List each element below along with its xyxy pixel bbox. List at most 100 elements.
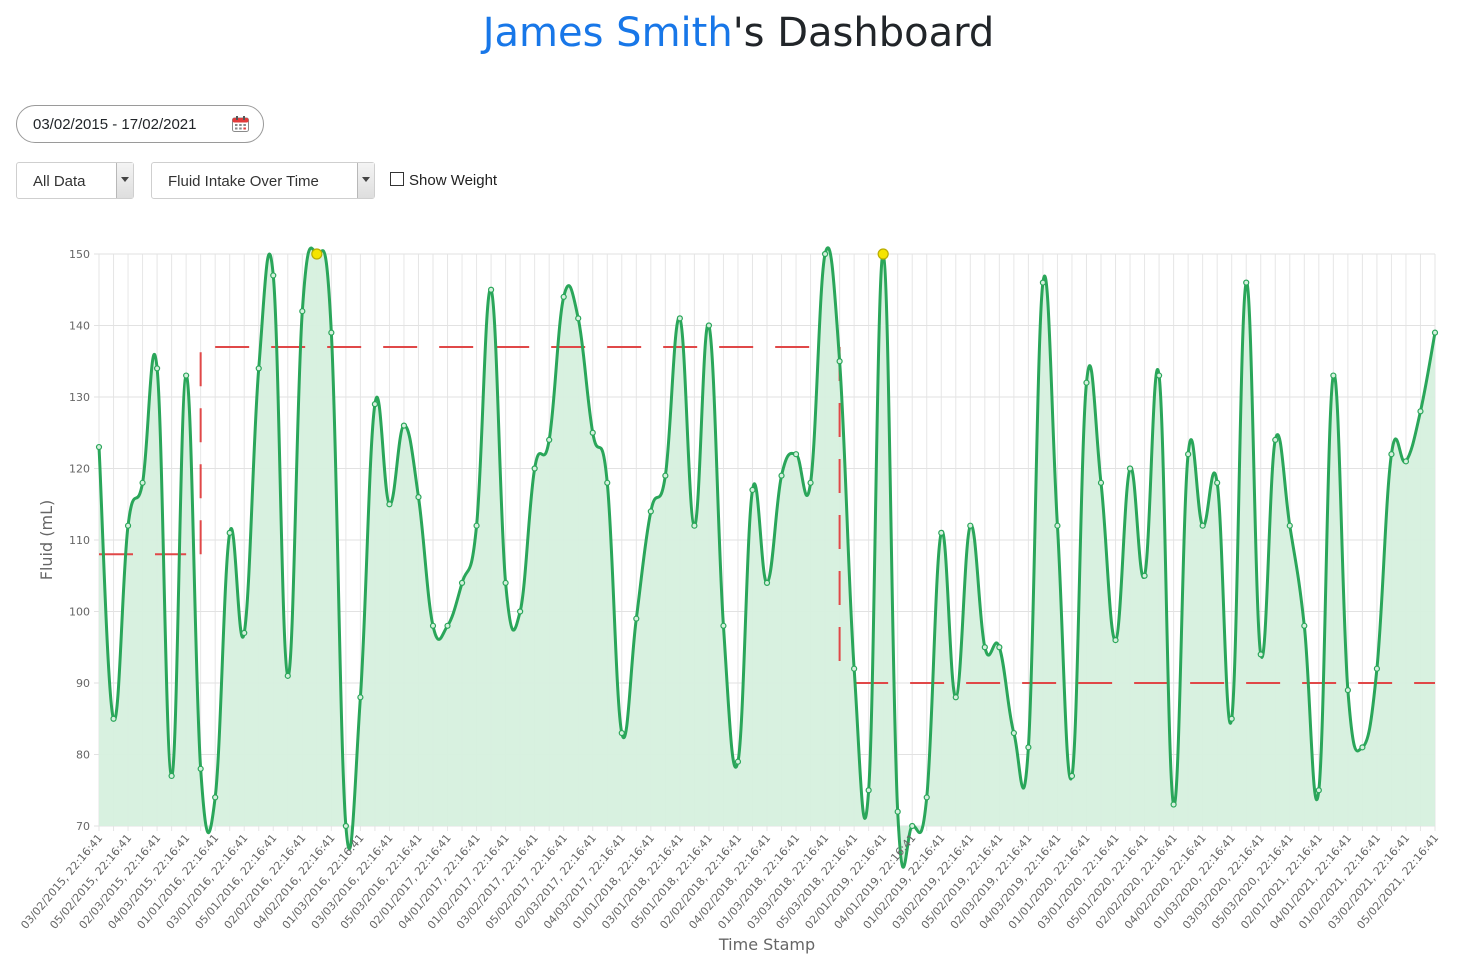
data-point[interactable] <box>1315 787 1322 794</box>
data-point[interactable] <box>153 365 161 372</box>
data-point[interactable] <box>749 486 756 494</box>
data-point[interactable] <box>938 529 945 536</box>
data-point[interactable] <box>139 479 146 486</box>
data-point[interactable] <box>1286 522 1293 529</box>
data-point[interactable] <box>226 529 233 536</box>
data-point[interactable] <box>821 250 829 258</box>
data-point[interactable] <box>778 472 785 479</box>
data-point[interactable] <box>415 494 422 501</box>
data-point[interactable] <box>429 622 437 629</box>
data-point[interactable] <box>386 501 393 508</box>
show-weight-checkbox[interactable] <box>390 172 404 186</box>
data-point[interactable] <box>676 315 683 322</box>
data-point[interactable] <box>1112 636 1119 644</box>
data-point[interactable] <box>124 522 132 529</box>
data-point[interactable] <box>604 479 611 486</box>
data-point[interactable] <box>1199 522 1206 529</box>
data-point[interactable] <box>865 787 872 794</box>
chevron-down-icon[interactable] <box>357 163 374 198</box>
data-point[interactable] <box>1228 715 1235 722</box>
data-point[interactable] <box>618 729 625 737</box>
data-point[interactable] <box>589 429 596 436</box>
highlighted-data-point[interactable] <box>311 248 323 260</box>
data-point[interactable] <box>996 644 1003 651</box>
data-point[interactable] <box>1126 465 1134 472</box>
chevron-down-icon[interactable] <box>116 163 133 198</box>
data-point[interactable] <box>763 579 771 587</box>
data-point[interactable] <box>1257 651 1264 658</box>
data-point[interactable] <box>546 436 553 443</box>
data-point[interactable] <box>517 608 524 615</box>
data-point[interactable] <box>1068 772 1076 780</box>
data-point[interactable] <box>1039 279 1047 286</box>
highlighted-data-point[interactable] <box>877 248 889 260</box>
data-point[interactable] <box>1431 329 1439 336</box>
data-point[interactable] <box>662 472 669 479</box>
data-point[interactable] <box>458 579 466 587</box>
data-point[interactable] <box>1097 479 1105 486</box>
data-point[interactable] <box>241 629 248 637</box>
data-point[interactable] <box>792 451 800 458</box>
date-range-picker[interactable]: 03/02/2015 - 17/02/2021 <box>16 105 264 143</box>
data-point[interactable] <box>807 479 814 486</box>
data-point[interactable] <box>647 508 654 515</box>
data-point[interactable] <box>255 365 262 372</box>
data-point[interactable] <box>1272 436 1279 443</box>
data-point[interactable] <box>734 758 742 765</box>
data-point[interactable] <box>270 272 277 279</box>
data-point[interactable] <box>473 522 480 529</box>
data-point[interactable] <box>531 465 538 472</box>
data-point[interactable] <box>894 808 901 815</box>
data-point[interactable] <box>1301 622 1308 629</box>
data-point[interactable] <box>952 694 959 701</box>
data-point[interactable] <box>284 672 291 679</box>
data-point[interactable] <box>487 286 495 293</box>
data-range-select[interactable]: All Data <box>16 162 134 199</box>
data-point[interactable] <box>909 822 916 830</box>
data-point[interactable] <box>357 694 364 701</box>
data-point[interactable] <box>1025 744 1032 751</box>
data-point[interactable] <box>1083 379 1090 386</box>
chart-type-select[interactable]: Fluid Intake Over Time <box>151 162 375 199</box>
data-point[interactable] <box>400 422 408 429</box>
data-point[interactable] <box>1373 665 1381 672</box>
data-point[interactable] <box>299 308 306 315</box>
data-point[interactable] <box>1054 522 1061 529</box>
data-point[interactable] <box>197 765 204 772</box>
patient-name[interactable]: James Smith <box>482 10 733 56</box>
data-point[interactable] <box>183 372 190 379</box>
data-point[interactable] <box>168 772 175 780</box>
data-point[interactable] <box>633 615 640 622</box>
data-point[interactable] <box>923 794 930 801</box>
data-point[interactable] <box>705 322 713 329</box>
data-point[interactable] <box>1141 572 1148 579</box>
data-point[interactable] <box>1344 687 1351 694</box>
data-point[interactable] <box>851 665 858 672</box>
data-point[interactable] <box>691 522 698 529</box>
data-point[interactable] <box>342 822 349 830</box>
data-point[interactable] <box>967 522 974 529</box>
data-point[interactable] <box>444 622 451 629</box>
data-point[interactable] <box>502 579 509 587</box>
data-point[interactable] <box>1170 801 1177 808</box>
data-point[interactable] <box>981 644 988 651</box>
data-point[interactable] <box>1214 479 1221 486</box>
data-point[interactable] <box>1417 408 1424 415</box>
data-point[interactable] <box>95 443 103 451</box>
data-point[interactable] <box>371 401 379 408</box>
show-weight-toggle[interactable]: Show Weight <box>390 172 497 189</box>
data-point[interactable] <box>1402 458 1410 465</box>
data-point[interactable] <box>110 715 117 722</box>
calendar-icon[interactable] <box>232 116 249 132</box>
data-point[interactable] <box>1243 279 1250 286</box>
data-point[interactable] <box>1185 451 1192 458</box>
data-point[interactable] <box>836 358 843 365</box>
data-point[interactable] <box>328 329 335 336</box>
data-point[interactable] <box>1155 372 1163 379</box>
data-point[interactable] <box>1330 372 1337 379</box>
data-point[interactable] <box>1010 729 1017 737</box>
data-point[interactable] <box>1388 451 1395 458</box>
data-point[interactable] <box>1359 744 1366 751</box>
data-point[interactable] <box>575 315 582 322</box>
data-point[interactable] <box>720 622 727 629</box>
